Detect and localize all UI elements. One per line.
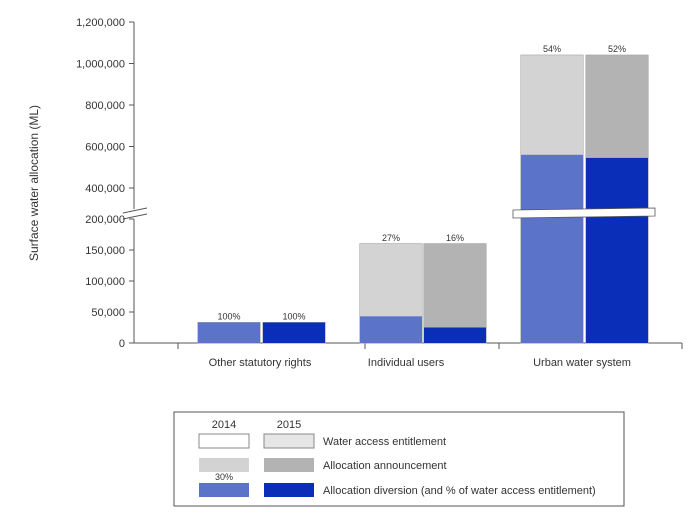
percent-labels: 100% 100% 27% 16% 54% 52% [217, 44, 626, 321]
legend-swatch-diversion-2014 [199, 483, 249, 497]
y-tick-label: 200,000 [85, 214, 125, 226]
percent-label: 54% [543, 44, 561, 54]
bar-diversion-2014 [360, 316, 422, 343]
break-band [512, 207, 656, 219]
bars [197, 54, 649, 344]
legend-label-announcement: Allocation announcement [323, 460, 447, 472]
legend-year-2014: 2014 [212, 419, 236, 431]
legend-swatch-entitlement-2015 [263, 433, 315, 449]
legend-swatch-entitlement-2014 [198, 433, 250, 449]
bar-break-gap [512, 207, 656, 219]
legend-sample-percent: 30% [215, 472, 233, 482]
percent-label: 100% [217, 312, 240, 322]
y-axis-title: Surface water allocation (ML) [27, 105, 41, 261]
legend-swatch-announcement-2015 [264, 458, 314, 472]
bar-diversion-2015 [263, 322, 325, 343]
category-label: Other statutory rights [209, 357, 312, 369]
percent-label: 27% [382, 233, 400, 243]
legend-swatch-diversion-2015 [264, 483, 314, 497]
legend-label-entitlement: Water access entitlement [323, 436, 446, 448]
y-tick-label: 1,000,000 [76, 59, 125, 71]
category-label: Urban water system [533, 357, 631, 369]
legend: 2014 2015 Water access entitlement Alloc… [173, 411, 625, 507]
y-tick-label: 0 [119, 338, 125, 350]
bar-diversion-2014 [198, 322, 260, 343]
category-label: Individual users [368, 357, 445, 369]
category-labels: Other statutory rights Individual users Ur… [209, 357, 631, 369]
bar-diversion-2015 [424, 327, 486, 343]
legend-swatch-announcement-2014 [199, 458, 249, 472]
bar-announcement-2015 [424, 243, 486, 343]
percent-label: 100% [282, 312, 305, 322]
legend-label-diversion: Allocation diversion (and % of water acc… [323, 485, 596, 497]
y-tick-label: 50,000 [91, 307, 125, 319]
y-tick-label: 400,000 [85, 183, 125, 195]
x-ticks [177, 343, 683, 349]
axis-break-mark [122, 207, 148, 220]
y-tick-label: 100,000 [85, 276, 125, 288]
percent-label: 16% [446, 233, 464, 243]
y-tick-label: 800,000 [85, 100, 125, 112]
y-tick-label: 1,200,000 [76, 17, 125, 29]
y-ticks: 0 50,000 100,000 150,000 200,000 400,000 600,0… [76, 17, 134, 350]
y-tick-label: 600,000 [85, 142, 125, 154]
bar-diversion-2014 [521, 154, 583, 343]
bar-diversion-2015 [586, 157, 648, 343]
legend-year-2015: 2015 [277, 419, 301, 431]
percent-label: 52% [608, 44, 626, 54]
y-tick-label: 150,000 [85, 245, 125, 257]
